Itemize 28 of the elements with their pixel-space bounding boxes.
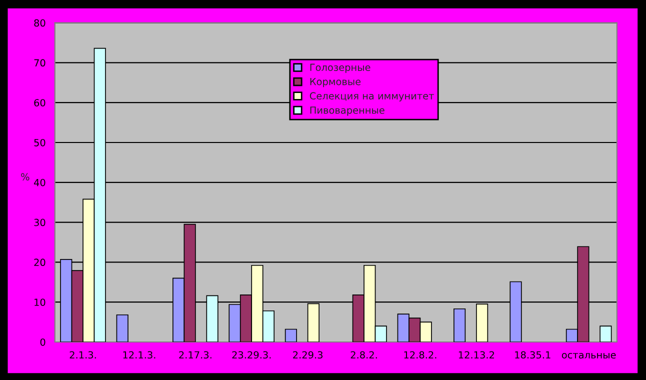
y-tick-label: 80 xyxy=(34,19,46,27)
x-tick-label: остальные xyxy=(562,352,616,359)
x-tick-label: 12.13.2 xyxy=(458,351,494,359)
y-tick-label: 20 xyxy=(34,258,46,266)
legend-label: Кормовые xyxy=(310,78,361,88)
y-tick-label: 30 xyxy=(34,218,46,226)
y-tick-label: 70 xyxy=(34,59,46,67)
bar xyxy=(116,314,128,342)
bar xyxy=(454,308,466,342)
legend-label: Селекция на иммунитет xyxy=(310,92,434,102)
x-tick-label: 2.1.3. xyxy=(70,351,96,359)
bar xyxy=(284,328,297,342)
y-tick-label: 60 xyxy=(34,99,46,106)
y-tick-label: 40 xyxy=(34,178,46,186)
x-tick-label: 12.1.3. xyxy=(123,351,156,359)
y-axis-title: % xyxy=(21,173,30,181)
x-tick-label: 2.17.3. xyxy=(179,351,212,359)
x-tick-label: 2.29.3 xyxy=(293,351,322,359)
x-tick-label: 12.8.2. xyxy=(404,351,436,359)
x-tick-label: 23.29.3. xyxy=(232,351,271,359)
y-tick-label: 10 xyxy=(34,298,46,306)
y-tick-label: 50 xyxy=(34,138,46,146)
x-tick-label: 2.8.2. xyxy=(350,351,377,359)
x-tick-label: 18.35.1 xyxy=(515,351,550,359)
legend-label: Пивоваренные xyxy=(310,106,384,116)
bar xyxy=(600,326,612,342)
y-tick-label: 0 xyxy=(40,338,46,346)
legend-label: Голозерные xyxy=(310,64,370,73)
